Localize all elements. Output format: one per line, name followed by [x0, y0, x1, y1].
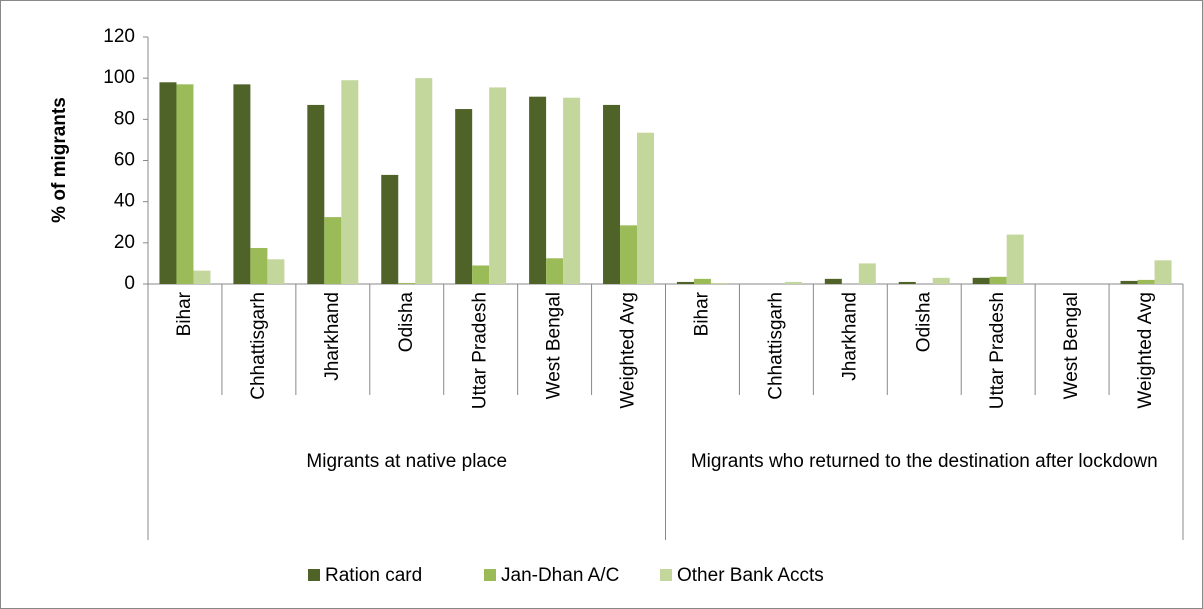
- bar: [324, 217, 342, 284]
- x-tick-label: Odisha: [913, 292, 934, 353]
- bar: [307, 104, 325, 284]
- bar: [159, 82, 177, 285]
- bar: [1006, 234, 1024, 284]
- bar: [972, 277, 990, 284]
- bar: [784, 281, 802, 284]
- bar: [676, 281, 694, 284]
- legend-swatch: [484, 569, 496, 581]
- bar: [489, 87, 507, 284]
- legend-swatch: [660, 569, 672, 581]
- group-label: Migrants at native place: [306, 451, 508, 472]
- bar: [710, 282, 728, 284]
- x-tick-label: Uttar Pradesh: [470, 292, 491, 409]
- x-tick-label: West Bengal: [544, 292, 565, 399]
- bar: [637, 132, 655, 284]
- x-tick-label: Bihar: [174, 291, 195, 336]
- y-tick-label: 20: [114, 232, 135, 253]
- legend-swatch: [308, 569, 320, 581]
- bar: [620, 225, 638, 284]
- bar: [193, 270, 211, 284]
- bar: [858, 263, 876, 284]
- y-tick-label: 80: [114, 108, 135, 129]
- y-axis-label: % of migrants: [49, 97, 70, 223]
- y-tick-label: 60: [114, 150, 135, 171]
- x-tick-label: Bihar: [691, 291, 712, 336]
- bar: [398, 282, 416, 284]
- bar: [233, 84, 251, 284]
- y-tick-label: 100: [103, 67, 135, 88]
- bar: [603, 104, 621, 284]
- bar: [932, 277, 950, 284]
- x-tick-label: West Bengal: [1061, 292, 1082, 399]
- bar: [250, 247, 268, 284]
- x-tick-label: Weighted Avg: [618, 292, 639, 409]
- bar: [898, 281, 916, 284]
- bar: [341, 80, 359, 284]
- bar: [1120, 280, 1138, 284]
- x-tick-label: Odisha: [396, 292, 417, 353]
- legend-label: Jan-Dhan A/C: [501, 565, 619, 586]
- bar: [529, 96, 547, 284]
- bar: [472, 265, 490, 284]
- legend-label: Ration card: [325, 565, 422, 586]
- y-tick-label: 40: [114, 191, 135, 212]
- bar: [415, 78, 433, 285]
- group-label: Migrants who returned to the destination…: [690, 451, 1158, 472]
- bar: [693, 278, 711, 284]
- bar: [824, 278, 842, 284]
- y-tick-label: 0: [124, 273, 135, 294]
- x-tick-label: Jharkhand: [322, 292, 343, 381]
- x-tick-label: Weighted Avg: [1135, 292, 1156, 409]
- bar: [563, 97, 581, 285]
- legend-label: Other Bank Accts: [677, 565, 824, 586]
- x-tick-label: Jharkhand: [839, 292, 860, 381]
- bar: [546, 258, 564, 284]
- bar: [989, 276, 1007, 284]
- bar: [1137, 279, 1155, 284]
- bar: [1154, 260, 1172, 284]
- x-tick-label: Uttar Pradesh: [987, 292, 1008, 409]
- bar: [176, 84, 194, 284]
- x-tick-label: Chhattisgarh: [248, 292, 269, 400]
- x-tick-label: Chhattisgarh: [765, 292, 786, 400]
- bar: [381, 174, 399, 284]
- y-tick-label: 120: [103, 26, 135, 47]
- bar: [267, 259, 285, 284]
- bar: [455, 109, 473, 285]
